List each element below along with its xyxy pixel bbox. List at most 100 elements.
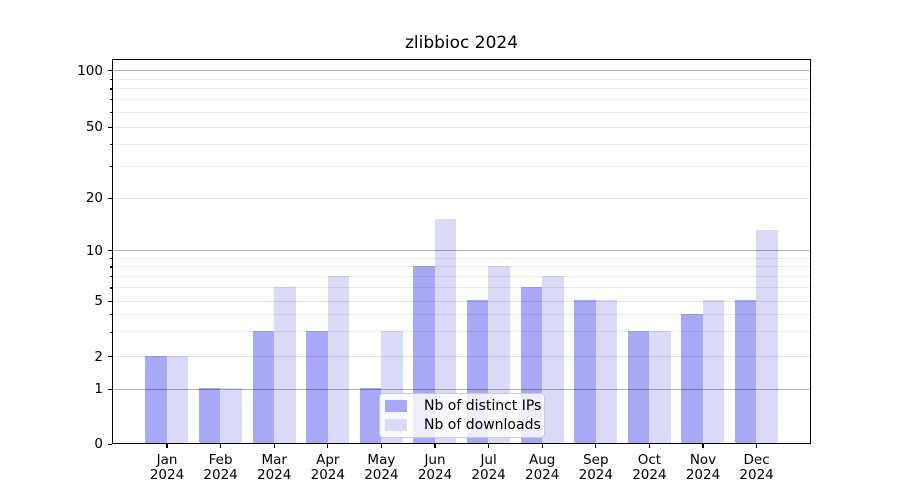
y-minor-tick-mark-6: [109, 287, 112, 289]
legend-row-distinct-ips: Nb of distinct IPs: [380, 396, 544, 415]
y-minor-tick-mark-30: [109, 166, 112, 168]
bar-downloads-jun: [434, 218, 457, 443]
bar-distinct-ips-feb: [198, 388, 221, 443]
bar-downloads-apr: [327, 275, 350, 443]
y-tick-label-2: 2: [94, 348, 103, 365]
x-tick-label-dec: Dec 2024: [739, 452, 774, 483]
bar-distinct-ips-oct: [627, 330, 650, 443]
bar-distinct-ips-nov: [681, 313, 703, 443]
bar-distinct-ips-sep: [574, 300, 596, 443]
y-tick-label-1: 1: [94, 381, 103, 398]
bar-downloads-nov: [702, 300, 725, 443]
gridline-40: [113, 143, 810, 145]
legend-swatch-distinct-ips: [385, 399, 407, 412]
y-minor-tick-mark-3: [109, 331, 112, 333]
x-tick-mark-jan: [166, 444, 168, 448]
y-tick-label-20: 20: [85, 190, 103, 207]
legend-label-downloads: Nb of downloads: [424, 416, 541, 433]
y-tick-label-10: 10: [85, 242, 103, 259]
x-tick-mark-oct: [648, 444, 650, 448]
gridline-10: [113, 250, 810, 251]
y-tick-mark-10: [107, 250, 112, 252]
y-tick-label-0: 0: [94, 436, 103, 453]
x-tick-label-oct: Oct 2024: [632, 452, 667, 483]
y-tick-mark-50: [107, 126, 112, 128]
gridline-2: [113, 356, 810, 357]
x-tick-mark-nov: [702, 444, 704, 448]
x-tick-label-jul: Jul 2024: [471, 452, 506, 483]
chart-title: zlibbioc 2024: [404, 33, 519, 53]
y-minor-tick-mark-4: [109, 314, 112, 316]
y-minor-tick-mark-70: [109, 99, 112, 101]
bar-distinct-ips-mar: [252, 330, 274, 443]
x-tick-mark-mar: [273, 444, 275, 448]
y-minor-tick-mark-80: [109, 88, 112, 90]
y-minor-tick-mark-9: [109, 257, 112, 260]
bar-downloads-feb: [220, 388, 242, 443]
bar-downloads-dec: [756, 229, 778, 443]
gridline-7: [113, 275, 810, 277]
x-tick-label-sep: Sep 2024: [578, 452, 613, 483]
x-tick-label-may: May 2024: [364, 452, 399, 483]
x-tick-mark-jul: [488, 444, 490, 448]
y-minor-tick-mark-60: [109, 111, 112, 114]
x-tick-mark-jun: [434, 444, 436, 448]
gridline-4: [113, 314, 810, 316]
gridline-50: [113, 126, 810, 128]
y-tick-mark-1: [107, 388, 112, 390]
bar-distinct-ips-dec: [734, 300, 757, 443]
y-tick-mark-20: [107, 197, 112, 199]
bar-distinct-ips-jan: [145, 355, 167, 443]
y-minor-tick-mark-7: [109, 276, 112, 278]
x-tick-label-nov: Nov 2024: [685, 452, 721, 483]
x-tick-mark-dec: [756, 444, 758, 448]
bar-distinct-ips-may: [359, 388, 382, 443]
x-tick-mark-may: [380, 444, 382, 448]
legend-row-downloads: Nb of downloads: [380, 415, 544, 434]
y-tick-mark-5: [107, 300, 112, 302]
x-tick-mark-sep: [595, 444, 597, 448]
gridline-30: [113, 166, 810, 168]
gridline-8: [113, 266, 810, 268]
gridline-80: [113, 88, 810, 90]
legend: Nb of distinct IPs Nb of downloads: [379, 393, 545, 438]
x-tick-label-mar: Mar 2024: [257, 452, 292, 483]
x-tick-mark-apr: [327, 444, 329, 448]
x-tick-label-apr: Apr 2024: [310, 452, 345, 483]
gridline-5: [113, 300, 810, 302]
y-tick-mark-100: [107, 70, 112, 72]
gridline-9: [113, 257, 810, 259]
y-minor-tick-mark-40: [109, 143, 112, 146]
bar-distinct-ips-apr: [306, 330, 328, 443]
gridline-90: [113, 78, 810, 80]
x-tick-mark-aug: [541, 444, 543, 448]
y-tick-label-50: 50: [85, 119, 103, 136]
x-tick-label-jan: Jan 2024: [149, 452, 185, 483]
gridline-70: [113, 99, 810, 101]
y-tick-label-5: 5: [94, 293, 103, 310]
legend-swatch-downloads: [385, 418, 407, 431]
bar-downloads-oct: [649, 330, 671, 443]
x-tick-label-jun: Jun 2024: [417, 452, 453, 483]
bar-downloads-mar: [274, 286, 296, 443]
legend-label-distinct-ips: Nb of distinct IPs: [424, 397, 542, 414]
gridline-100: [113, 70, 810, 71]
plot-area: Nb of distinct IPs Nb of downloads: [112, 59, 811, 444]
y-minor-tick-mark-90: [109, 78, 112, 80]
gridline-1: [113, 388, 810, 390]
bar-downloads-sep: [595, 300, 618, 443]
y-minor-tick-mark-8: [109, 266, 112, 268]
y-tick-mark-0: [107, 443, 112, 445]
x-tick-mark-feb: [220, 444, 222, 448]
gridline-60: [113, 111, 810, 113]
x-tick-label-aug: Aug 2024: [525, 452, 560, 483]
gridline-20: [113, 197, 810, 199]
gridline-3: [113, 331, 810, 333]
bar-downloads-jan: [166, 355, 189, 443]
gridline-6: [113, 287, 810, 289]
y-tick-label-100: 100: [77, 62, 103, 79]
bar-downloads-aug: [542, 275, 564, 443]
x-tick-label-feb: Feb 2024: [203, 452, 238, 483]
y-tick-mark-2: [107, 356, 112, 358]
